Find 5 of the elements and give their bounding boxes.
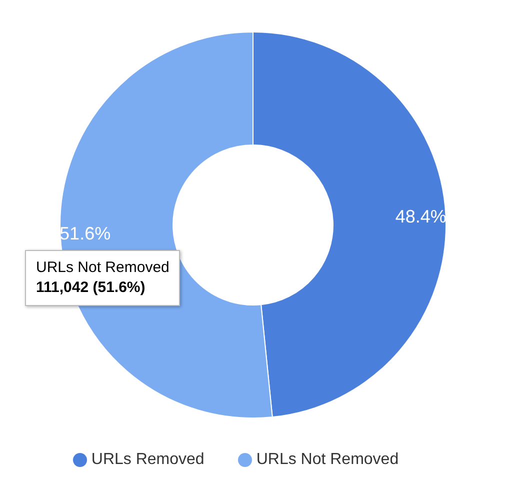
data-label: 48.4% — [395, 206, 446, 227]
tooltip-box: URLs Not Removed 111,042 (51.6%) — [25, 250, 180, 306]
legend-label: URLs Removed — [91, 451, 204, 468]
legend-label: URLs Not Removed — [256, 451, 399, 468]
data-label: 51.6% — [60, 223, 111, 244]
